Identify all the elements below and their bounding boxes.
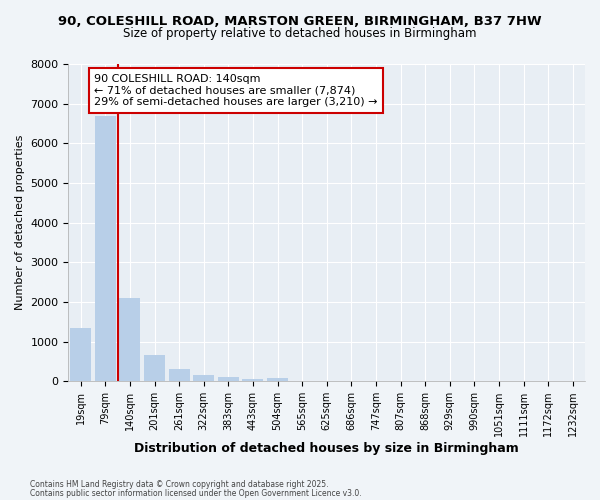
Text: 90 COLESHILL ROAD: 140sqm
← 71% of detached houses are smaller (7,874)
29% of se: 90 COLESHILL ROAD: 140sqm ← 71% of detac…: [94, 74, 378, 107]
Bar: [95, 116, 116, 381]
Text: 90, COLESHILL ROAD, MARSTON GREEN, BIRMINGHAM, B37 7HW: 90, COLESHILL ROAD, MARSTON GREEN, BIRMI…: [58, 15, 542, 28]
Bar: [70, 328, 91, 381]
Text: Contains public sector information licensed under the Open Government Licence v3: Contains public sector information licen…: [30, 488, 362, 498]
Bar: [218, 378, 239, 381]
Bar: [144, 356, 165, 381]
Bar: [119, 298, 140, 381]
Bar: [267, 378, 288, 381]
Bar: [169, 370, 190, 381]
X-axis label: Distribution of detached houses by size in Birmingham: Distribution of detached houses by size …: [134, 442, 519, 455]
Y-axis label: Number of detached properties: Number of detached properties: [15, 135, 25, 310]
Bar: [193, 376, 214, 381]
Bar: [242, 379, 263, 381]
Text: Size of property relative to detached houses in Birmingham: Size of property relative to detached ho…: [123, 28, 477, 40]
Text: Contains HM Land Registry data © Crown copyright and database right 2025.: Contains HM Land Registry data © Crown c…: [30, 480, 329, 489]
